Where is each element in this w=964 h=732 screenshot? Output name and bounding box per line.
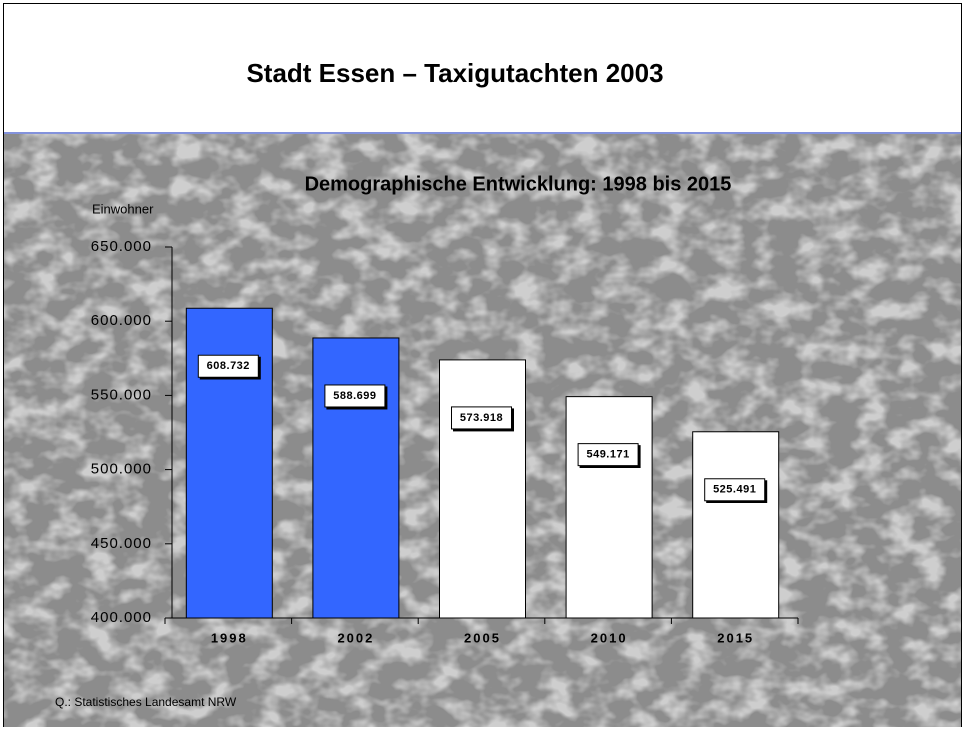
x-tick-label: 2015 <box>717 630 754 645</box>
bar <box>313 338 399 618</box>
y-tick-label: 400.000 <box>91 609 152 626</box>
bar <box>693 432 779 618</box>
value-label: 588.699 <box>333 390 376 402</box>
y-axis-label: Einwohner <box>92 201 154 216</box>
x-tick-label: 1998 <box>211 630 248 645</box>
y-tick-label: 550.000 <box>91 386 152 403</box>
y-tick-label: 500.000 <box>91 461 152 478</box>
x-tick-label: 2010 <box>591 630 628 645</box>
y-tick-label: 450.000 <box>91 535 152 552</box>
slide: Stadt Essen – Taxigutachten 2003 Demogra… <box>0 0 964 727</box>
value-label: 525.491 <box>713 484 756 496</box>
y-tick-label: 650.000 <box>91 238 152 255</box>
source: Q.: Statistisches Landesamt NRW <box>55 695 237 709</box>
chart-title: Demographische Entwicklung: 1998 bis 201… <box>305 173 732 195</box>
value-label: 573.918 <box>460 412 503 424</box>
bar <box>440 360 526 618</box>
value-label: 608.732 <box>207 360 250 372</box>
bar <box>186 308 272 618</box>
slide-title: Stadt Essen – Taxigutachten 2003 <box>246 58 663 88</box>
value-label: 549.171 <box>586 449 629 461</box>
x-tick-label: 2002 <box>337 630 374 645</box>
y-tick-label: 600.000 <box>91 312 152 329</box>
bar <box>566 397 652 618</box>
x-tick-label: 2005 <box>464 630 501 645</box>
